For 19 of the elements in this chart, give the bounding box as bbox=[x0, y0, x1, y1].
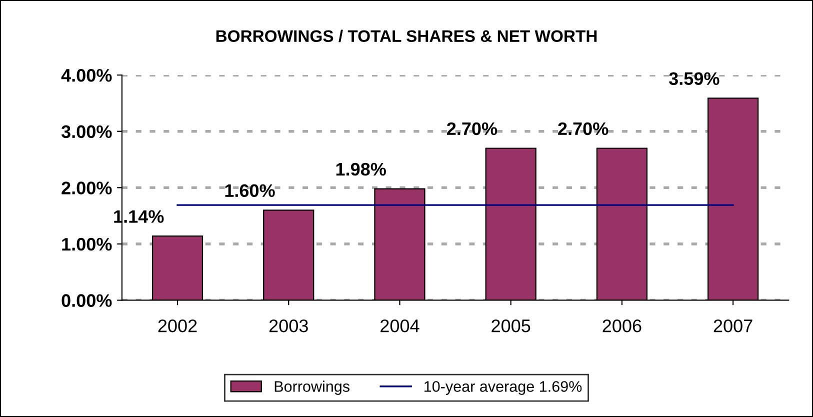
x-tick-label: 2002 bbox=[158, 319, 197, 332]
x-tick-label: 2007 bbox=[714, 319, 752, 332]
data-label: 1.60% bbox=[225, 184, 275, 198]
data-label: 2.70% bbox=[558, 122, 608, 136]
x-tick-label: 2005 bbox=[492, 319, 530, 332]
legend-label: 10-year average 1.69% bbox=[424, 381, 582, 395]
y-tick-label: 3.00% bbox=[61, 125, 112, 138]
y-tick-label: 1.00% bbox=[62, 238, 112, 251]
x-tick-label: 2003 bbox=[269, 319, 308, 332]
data-label: 3.59% bbox=[668, 72, 720, 86]
legend-label: Borrowings bbox=[274, 380, 350, 395]
y-tick-label: 4.00% bbox=[61, 68, 112, 82]
y-tick-label: 0.00% bbox=[62, 294, 112, 307]
chart-title: BORROWINGS / TOTAL SHARES & NET WORTH bbox=[216, 30, 597, 42]
data-label: 2.70% bbox=[446, 122, 498, 136]
data-label: 1.98% bbox=[336, 162, 386, 176]
y-tick-label: 2.00% bbox=[62, 182, 112, 194]
x-tick-label: 2006 bbox=[602, 319, 642, 332]
x-tick-label: 2004 bbox=[380, 319, 420, 332]
